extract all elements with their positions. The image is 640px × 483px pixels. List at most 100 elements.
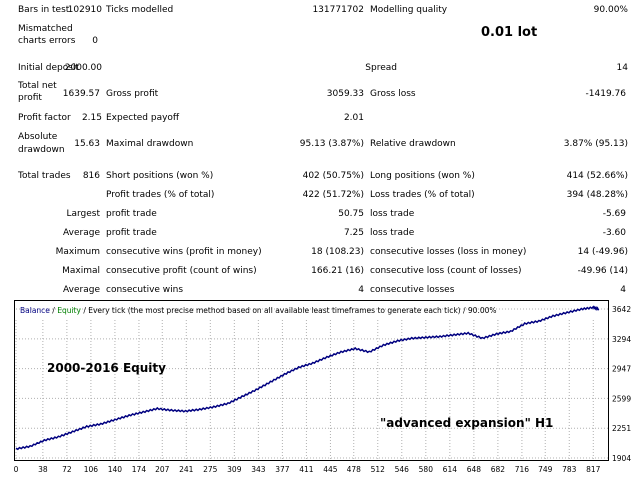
- report-cell: 166.21 (16): [311, 266, 364, 276]
- strategy-annotation: "advanced expansion" H1: [380, 416, 553, 430]
- x-tick-label: 614: [443, 465, 458, 474]
- report-cell: Maximal drawdown: [106, 139, 194, 149]
- report-cell: 4: [358, 285, 364, 295]
- lot-annotation: 0.01 lot: [481, 25, 538, 40]
- report-cell: -3.60: [602, 228, 626, 238]
- report-cell: 422 (51.72%): [302, 190, 364, 200]
- x-tick-label: 106: [84, 465, 99, 474]
- y-tick-label: 1904: [612, 454, 631, 463]
- report-cell: -5.69: [602, 209, 626, 219]
- report-cell: 402 (50.75%): [302, 171, 364, 181]
- y-tick-label: 3642: [612, 305, 631, 314]
- report-cell: loss trade: [370, 209, 415, 219]
- report-cell: 394 (48.28%): [566, 190, 628, 200]
- x-tick-label: 0: [14, 465, 19, 474]
- report-cell: Average: [63, 285, 100, 295]
- report-cell: Gross loss: [370, 89, 416, 99]
- x-tick-label: 445: [323, 465, 338, 474]
- report-cell: 14: [616, 63, 628, 73]
- chart-frame: [14, 300, 609, 461]
- chart-grid: [15, 308, 608, 460]
- report-cell: consecutive profit (count of wins): [106, 266, 257, 276]
- report-cell: 2000.00: [64, 63, 102, 73]
- x-axis: 0 38 72 106 140 174 207 241 275 309 343 377 411 445 47…: [14, 465, 601, 474]
- chart-header: Balance / Equity / Every tick (the most …: [20, 306, 497, 315]
- report-cell: Short positions (won %): [106, 171, 214, 181]
- report-cell: Profit trades (% of total): [106, 190, 215, 200]
- report-cell: Total trades: [18, 171, 71, 181]
- y-tick-label: 2947: [612, 365, 631, 374]
- x-tick-label: 648: [467, 465, 482, 474]
- y-tick-label: 2599: [612, 394, 631, 403]
- x-tick-label: 207: [155, 465, 170, 474]
- x-tick-label: 72: [62, 465, 72, 474]
- report-cell: loss trade: [370, 228, 415, 238]
- x-tick-label: 241: [179, 465, 194, 474]
- report-cell: Bars in test: [18, 5, 70, 15]
- x-tick-label: 377: [275, 465, 290, 474]
- report-cell: Initial deposit: [18, 63, 79, 73]
- x-tick-label: 309: [227, 465, 242, 474]
- x-tick-label: 140: [108, 465, 123, 474]
- x-tick-label: 174: [132, 465, 147, 474]
- report-cell: Average: [63, 228, 100, 238]
- report-cell: 131771702: [312, 5, 364, 15]
- report-cell: Long positions (won %): [370, 171, 475, 181]
- report-cell: Absolute: [18, 132, 58, 142]
- x-tick-label: 275: [203, 465, 218, 474]
- report-cell: 414 (52.66%): [566, 171, 628, 181]
- report-cell: Ticks modelled: [106, 5, 174, 15]
- report-cell: 18 (108.23): [311, 247, 364, 257]
- report-cell: Maximum: [55, 247, 100, 257]
- chart-title-annotation: 2000-2016 Equity: [47, 361, 166, 375]
- y-tick-label: 2251: [612, 424, 631, 433]
- report-cell: profit trade: [106, 228, 157, 238]
- report-cell: Largest: [66, 209, 100, 219]
- report-cell: 95.13 (3.87%): [299, 139, 364, 149]
- x-tick-label: 478: [347, 465, 362, 474]
- x-tick-label: 716: [515, 465, 530, 474]
- report-cell: 50.75: [338, 209, 364, 219]
- x-tick-label: 411: [299, 465, 314, 474]
- y-axis: 1904 2251 2599 2947 3294 3642: [612, 305, 631, 463]
- report-cell: Gross profit: [106, 89, 159, 99]
- report-cell: drawdown: [18, 145, 65, 155]
- report-cell: 15.63: [74, 139, 100, 149]
- report-cell: 816: [82, 171, 100, 181]
- x-tick-label: 580: [419, 465, 434, 474]
- report-cell: Spread: [365, 63, 397, 73]
- report-cell: Modelling quality: [370, 5, 448, 15]
- equity-line: [15, 305, 600, 451]
- report-cell: Loss trades (% of total): [370, 190, 475, 200]
- report-cell: consecutive losses (loss in money): [370, 247, 527, 257]
- x-tick-label: 546: [395, 465, 410, 474]
- report-cell: consecutive loss (count of losses): [370, 266, 522, 276]
- equity-chart-svg: Balance / Equity / Every tick (the most …: [14, 300, 631, 474]
- report-cell: Expected payoff: [106, 113, 180, 123]
- equity-chart: Balance / Equity / Every tick (the most …: [14, 300, 640, 480]
- x-tick-label: 512: [371, 465, 386, 474]
- report-cell: 4: [620, 285, 626, 295]
- report-cell: 14 (-49.96): [577, 247, 628, 257]
- report-cell: consecutive wins (profit in money): [106, 247, 262, 257]
- x-tick-label: 682: [491, 465, 506, 474]
- report-cell: 7.25: [343, 228, 364, 238]
- report-cell: charts errors: [18, 36, 76, 46]
- report-cell: 1639.57: [62, 89, 100, 99]
- report-cell: consecutive losses: [370, 285, 455, 295]
- report-cell: Mismatched: [18, 24, 73, 34]
- report-cell: -49.96 (14): [577, 266, 628, 276]
- report-cell: Relative drawdown: [370, 139, 456, 149]
- report-cell: Profit factor: [18, 113, 71, 123]
- report-cell: 102910: [67, 5, 102, 15]
- report-cell: 90.00%: [593, 5, 628, 15]
- report-cell: 3.87% (95.13): [563, 139, 628, 149]
- x-tick-label: 783: [562, 465, 577, 474]
- report-cell: Maximal: [62, 266, 100, 276]
- report-cell: profit trade: [106, 209, 157, 219]
- x-tick-label: 817: [586, 465, 601, 474]
- report-cell: 3059.33: [326, 89, 364, 99]
- x-tick-label: 38: [38, 465, 48, 474]
- report-cell: consecutive wins: [106, 285, 184, 295]
- report-cell: 2.15: [81, 113, 102, 123]
